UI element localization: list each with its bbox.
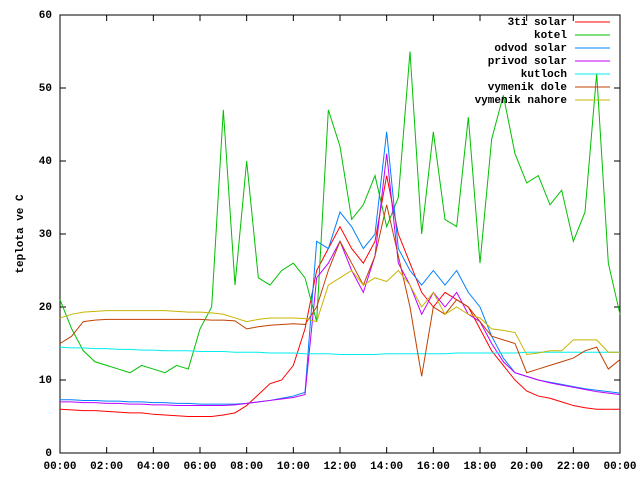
series-line bbox=[60, 131, 621, 405]
y-axis-label: teplota ve C bbox=[15, 194, 27, 274]
legend-label: kotel bbox=[534, 30, 567, 42]
series-line bbox=[59, 175, 620, 417]
x-tick-label: 22:00 bbox=[557, 461, 590, 473]
series-line bbox=[59, 269, 620, 355]
x-tick-label: 00:00 bbox=[43, 461, 76, 473]
x-tick-label: 08:00 bbox=[230, 461, 263, 473]
legend-label: vymenik dole bbox=[488, 82, 568, 94]
y-tick-label: 40 bbox=[39, 156, 52, 168]
x-tick-label: 20:00 bbox=[510, 461, 543, 473]
legend-label: odvod solar bbox=[494, 43, 567, 55]
x-tick-label: 06:00 bbox=[183, 461, 216, 473]
y-tick-label: 20 bbox=[39, 302, 52, 314]
y-tick-label: 50 bbox=[39, 83, 52, 95]
legend-label: vymenik nahore bbox=[475, 95, 568, 107]
x-tick-label: 00:00 bbox=[603, 461, 636, 473]
legend-label: kutloch bbox=[521, 69, 567, 81]
y-tick-label: 30 bbox=[39, 229, 52, 241]
x-tick-label: 14:00 bbox=[370, 461, 403, 473]
y-tick-label: 10 bbox=[39, 375, 52, 387]
series-line bbox=[60, 153, 621, 407]
series-line bbox=[59, 204, 621, 377]
legend-label: privod solar bbox=[488, 56, 567, 68]
series-line bbox=[59, 51, 621, 374]
series-line bbox=[59, 346, 620, 355]
x-tick-label: 16:00 bbox=[417, 461, 450, 473]
y-tick-label: 0 bbox=[45, 448, 52, 460]
x-tick-label: 02:00 bbox=[90, 461, 123, 473]
x-tick-label: 12:00 bbox=[323, 461, 356, 473]
x-tick-label: 10:00 bbox=[277, 461, 310, 473]
x-tick-label: 18:00 bbox=[463, 461, 496, 473]
x-tick-label: 04:00 bbox=[137, 461, 170, 473]
legend-label: 3ti solar bbox=[508, 17, 567, 29]
y-tick-label: 60 bbox=[39, 10, 52, 22]
